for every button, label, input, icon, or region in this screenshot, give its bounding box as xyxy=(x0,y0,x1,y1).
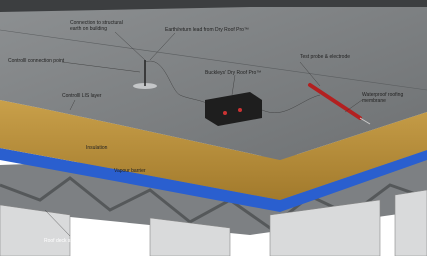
label-test-probe: Test probe & electrode xyxy=(300,54,350,60)
label-connection-point: Controlll connection point xyxy=(8,58,65,64)
label-insulation: Insulation xyxy=(86,145,108,151)
label-line: membrane xyxy=(362,98,386,104)
label-device: Buckleys' Dry Roof Pro™ xyxy=(205,70,261,76)
device-knob xyxy=(238,108,242,112)
roof-diagram: Connection to structuralearth on buildin… xyxy=(0,0,427,256)
label-earth-lead: Earth/return lead from Dry Roof Pro™ xyxy=(165,27,249,33)
label-lis-layer: Controlll LIS layer xyxy=(62,93,102,99)
label-vapour-barrier: Vapour barrier xyxy=(114,168,146,174)
beam xyxy=(395,190,427,256)
label-roof-deck: Roof deck structure xyxy=(44,238,88,244)
label-line: earth on building xyxy=(70,26,107,32)
device-knob xyxy=(223,111,227,115)
page: Connection to structuralearth on buildin… xyxy=(0,0,427,256)
